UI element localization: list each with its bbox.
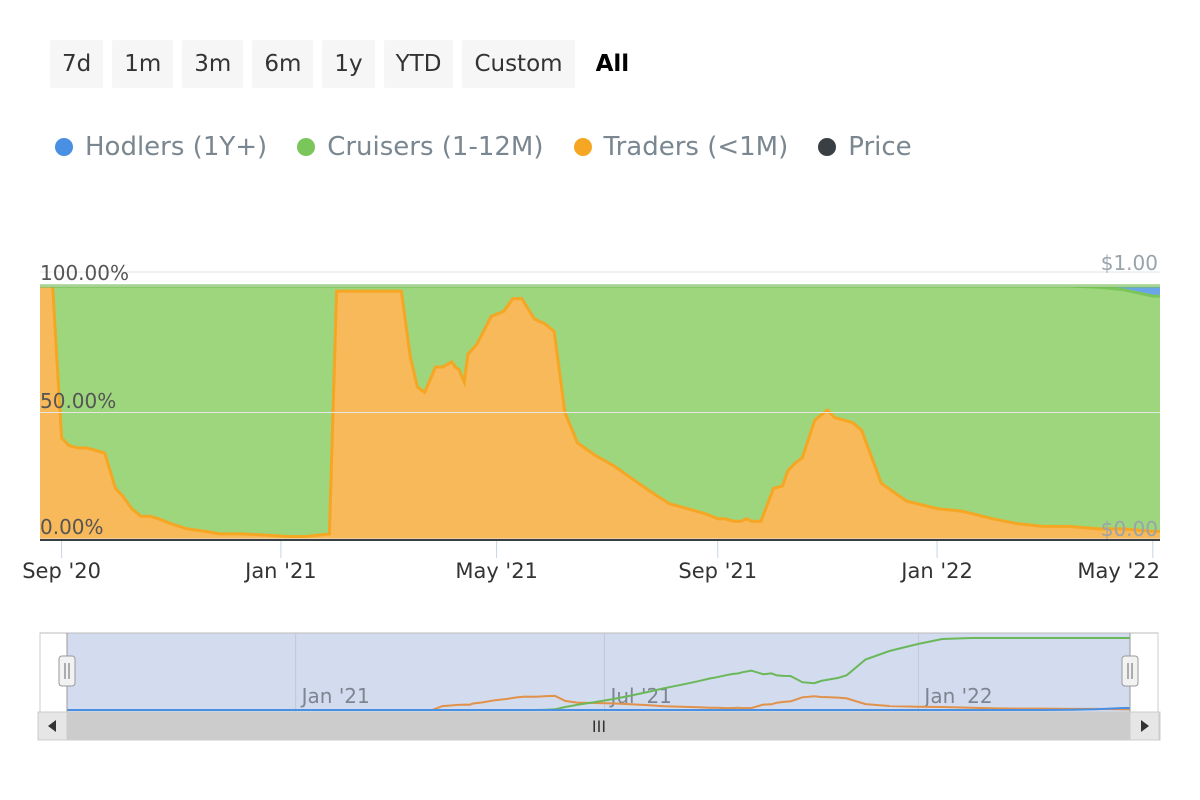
y2-tick-label: $1.00 [1101,251,1158,275]
line-traders [40,284,1160,538]
range-button-1m[interactable]: 1m [112,40,174,88]
navigator-handle-right-body[interactable] [1121,655,1139,687]
x-tick-label: Sep '21 [678,559,757,583]
legend-label: Hodlers (1Y+) [85,132,268,162]
x-tick-label: May '22 [1077,559,1160,583]
range-button-3m[interactable]: 3m [182,40,244,88]
legend-item[interactable]: Traders (<1M) [573,132,789,162]
y-tick-label: 100.00% [40,261,129,285]
legend-item[interactable]: Price [818,132,912,162]
y-tick-label: 50.00% [40,389,116,413]
legend-marker-icon [297,138,316,156]
scrollbar[interactable]: III [37,711,1161,741]
navigator-tick-label: Jan '22 [922,684,992,708]
legend-label: Price [848,132,912,162]
legend-label: Traders (<1M) [603,132,789,162]
x-tick-label: Jan '21 [243,559,317,583]
range-button-ytd[interactable]: YTD [383,40,454,88]
legend-label: Cruisers (1-12M) [327,132,544,162]
legend-marker-icon [55,138,73,156]
y2-tick-label: $0.00 [1101,517,1158,541]
navigator-handle-left-body[interactable] [58,655,76,687]
x-tick-label: Jan '22 [899,559,973,583]
area-traders [40,286,1160,539]
x-tick-label: May '21 [455,559,538,583]
range-button-custom[interactable]: Custom [462,40,575,88]
range-button-1y[interactable]: 1y [322,40,375,88]
axes: 0.00% 50.00% 100.00% $0.00 $1.00 Sep '20 Jan '… [22,251,1160,583]
legend-item[interactable]: Cruisers (1-12M) [297,132,544,162]
navigator-handle-right[interactable] [1121,655,1139,687]
scrollbar-thumb[interactable] [67,712,1130,740]
legend-marker-icon [818,138,837,156]
range-button-all[interactable]: All [584,40,642,88]
range-button-6m[interactable]: 6m [252,40,314,88]
range-button-7d[interactable]: 7d [50,40,104,88]
area-cruisers [40,286,1160,537]
legend-marker-icon [573,138,592,156]
arrow-right-icon [1141,720,1149,732]
scrollbar-grip-icon: III [592,717,606,736]
navigator-line-hodlers [67,707,1130,711]
navigator-handle-left[interactable] [58,655,76,687]
arrow-left-icon [48,720,56,732]
range-selector: 7d 1m 3m 6m 1y YTD Custom All [50,40,641,88]
x-tick-label: Sep '20 [22,559,101,583]
legend-item[interactable]: Hodlers (1Y+) [55,132,267,162]
y-tick-label: 0.00% [40,515,104,539]
navigator-selection[interactable] [67,633,1130,712]
legend: Hodlers (1Y+) Cruisers (1-12M) Traders (<1… [55,132,912,162]
navigator-tick-label: Jan '21 [300,684,370,708]
